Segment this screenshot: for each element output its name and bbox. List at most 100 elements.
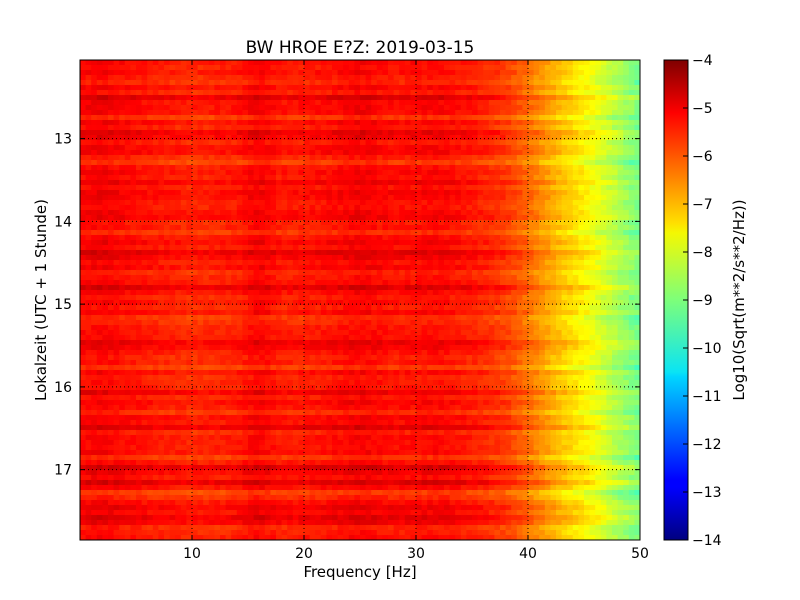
heatmap-cell <box>600 300 607 306</box>
heatmap-cell <box>438 215 445 221</box>
heatmap-cell <box>410 205 417 211</box>
heatmap-cell <box>96 275 103 281</box>
heatmap-cell <box>483 235 490 241</box>
heatmap-cell <box>197 140 204 146</box>
heatmap-cell <box>348 150 355 156</box>
heatmap-cell <box>124 295 131 301</box>
heatmap-cell <box>270 130 277 136</box>
heatmap-cell <box>365 120 372 126</box>
heatmap-cell <box>343 130 350 136</box>
heatmap-cell <box>612 230 619 236</box>
heatmap-cell <box>606 85 613 91</box>
heatmap-cell <box>528 110 535 116</box>
heatmap-cell <box>444 230 451 236</box>
heatmap-cell <box>220 75 227 81</box>
heatmap-cell <box>376 120 383 126</box>
heatmap-cell <box>533 280 540 286</box>
heatmap-cell <box>96 135 103 141</box>
heatmap-cell <box>477 95 484 101</box>
heatmap-cell <box>483 295 490 301</box>
heatmap-cell <box>578 205 585 211</box>
heatmap-cell <box>225 225 232 231</box>
heatmap-cell <box>152 205 159 211</box>
heatmap-cell <box>292 270 299 276</box>
heatmap-cell <box>147 145 154 151</box>
heatmap-cell <box>628 110 635 116</box>
heatmap-cell <box>130 250 137 256</box>
heatmap-cell <box>600 85 607 91</box>
heatmap-cell <box>578 150 585 156</box>
heatmap-cell <box>197 235 204 241</box>
heatmap-cell <box>208 155 215 161</box>
heatmap-cell <box>472 255 479 261</box>
heatmap-cell <box>175 155 182 161</box>
heatmap-cell <box>522 90 529 96</box>
heatmap-cell <box>96 205 103 211</box>
heatmap-cell <box>444 215 451 221</box>
heatmap-cell <box>404 200 411 206</box>
heatmap-cell <box>259 155 266 161</box>
heatmap-cell <box>158 305 165 311</box>
heatmap-cell <box>152 160 159 166</box>
heatmap-cell <box>612 110 619 116</box>
heatmap-cell <box>393 240 400 246</box>
heatmap-cell <box>516 280 523 286</box>
heatmap-cell <box>292 275 299 281</box>
heatmap-cell <box>130 65 137 71</box>
heatmap-cell <box>477 235 484 241</box>
heatmap-cell <box>556 120 563 126</box>
heatmap-cell <box>544 235 551 241</box>
heatmap-cell <box>393 135 400 141</box>
heatmap-cell <box>152 130 159 136</box>
heatmap-cell <box>343 220 350 226</box>
heatmap-cell <box>337 135 344 141</box>
heatmap-cell <box>421 105 428 111</box>
heatmap-cell <box>460 145 467 151</box>
heatmap-cell <box>113 250 120 256</box>
heatmap-cell <box>169 225 176 231</box>
heatmap-cell <box>253 300 260 306</box>
heatmap-cell <box>124 175 131 181</box>
heatmap-cell <box>208 280 215 286</box>
heatmap-cell <box>539 120 546 126</box>
heatmap-cell <box>158 265 165 271</box>
heatmap-cell <box>276 245 283 251</box>
heatmap-cell <box>612 220 619 226</box>
heatmap-cell <box>460 70 467 76</box>
heatmap-cell <box>455 140 462 146</box>
heatmap-cell <box>208 150 215 156</box>
heatmap-cell <box>309 95 316 101</box>
heatmap-cell <box>606 220 613 226</box>
heatmap-cell <box>528 295 535 301</box>
heatmap-cell <box>298 175 305 181</box>
heatmap-cell <box>337 180 344 186</box>
heatmap-cell <box>208 270 215 276</box>
heatmap-cell <box>298 135 305 141</box>
heatmap-cell <box>399 60 406 66</box>
heatmap-cell <box>225 130 232 136</box>
heatmap-cell <box>488 90 495 96</box>
heatmap-cell <box>186 220 193 226</box>
heatmap-cell <box>539 145 546 151</box>
heatmap-cell <box>337 150 344 156</box>
heatmap-cell <box>197 125 204 131</box>
heatmap-cell <box>595 305 602 311</box>
heatmap-cell <box>259 190 266 196</box>
heatmap-cell <box>472 125 479 131</box>
heatmap-cell <box>494 195 501 201</box>
heatmap-cell <box>315 60 322 66</box>
heatmap-cell <box>197 145 204 151</box>
heatmap-cell <box>102 60 109 66</box>
heatmap-cell <box>309 200 316 206</box>
heatmap-cell <box>472 205 479 211</box>
heatmap-cell <box>164 245 171 251</box>
heatmap-cell <box>612 275 619 281</box>
heatmap-cell <box>231 140 238 146</box>
heatmap-cell <box>477 190 484 196</box>
heatmap-cell <box>371 85 378 91</box>
heatmap-cell <box>460 290 467 296</box>
heatmap-cell <box>298 230 305 236</box>
heatmap-cell <box>388 145 395 151</box>
heatmap-cell <box>264 285 271 291</box>
heatmap-cell <box>388 170 395 176</box>
